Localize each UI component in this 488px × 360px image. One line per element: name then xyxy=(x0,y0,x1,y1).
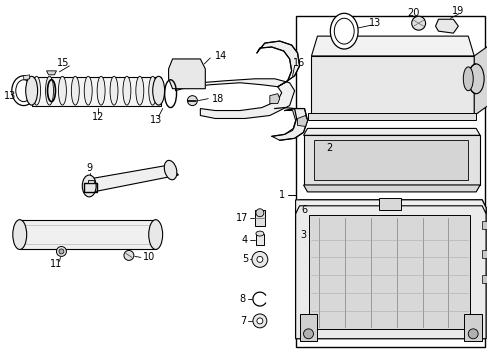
Circle shape xyxy=(252,314,266,328)
Ellipse shape xyxy=(84,76,92,105)
Ellipse shape xyxy=(136,76,143,105)
Ellipse shape xyxy=(33,76,41,105)
Ellipse shape xyxy=(122,76,131,105)
Ellipse shape xyxy=(12,76,36,105)
Circle shape xyxy=(255,209,264,217)
Text: 15: 15 xyxy=(57,58,69,68)
Circle shape xyxy=(468,329,477,339)
Ellipse shape xyxy=(82,175,96,197)
Ellipse shape xyxy=(462,67,472,91)
Polygon shape xyxy=(311,36,473,56)
Text: 4: 4 xyxy=(242,234,247,244)
Ellipse shape xyxy=(468,64,483,94)
Text: 16: 16 xyxy=(293,58,305,68)
Text: 17: 17 xyxy=(235,213,247,223)
Polygon shape xyxy=(297,116,307,126)
Ellipse shape xyxy=(148,76,156,105)
Text: 5: 5 xyxy=(241,255,247,264)
Text: 20: 20 xyxy=(407,8,419,18)
Ellipse shape xyxy=(71,76,79,105)
Polygon shape xyxy=(378,198,400,210)
Polygon shape xyxy=(309,215,469,329)
Text: 1: 1 xyxy=(278,190,284,200)
Text: 3: 3 xyxy=(300,230,306,239)
Polygon shape xyxy=(299,314,317,341)
Polygon shape xyxy=(32,77,161,105)
Polygon shape xyxy=(20,220,155,249)
Text: 10: 10 xyxy=(142,252,155,262)
Polygon shape xyxy=(46,71,56,75)
Polygon shape xyxy=(473,46,487,116)
Polygon shape xyxy=(24,75,30,80)
Polygon shape xyxy=(271,109,307,140)
Circle shape xyxy=(123,251,134,260)
Polygon shape xyxy=(303,129,479,135)
Polygon shape xyxy=(463,314,481,341)
Polygon shape xyxy=(435,19,457,33)
Polygon shape xyxy=(295,200,485,214)
Ellipse shape xyxy=(110,76,118,105)
Ellipse shape xyxy=(330,13,357,49)
Circle shape xyxy=(303,329,313,339)
Circle shape xyxy=(59,249,64,254)
Polygon shape xyxy=(83,165,178,192)
Polygon shape xyxy=(175,79,294,118)
Circle shape xyxy=(411,16,425,30)
Ellipse shape xyxy=(97,76,105,105)
Polygon shape xyxy=(307,113,475,121)
Polygon shape xyxy=(269,94,279,104)
Polygon shape xyxy=(88,180,94,183)
Text: 13: 13 xyxy=(149,116,162,126)
Polygon shape xyxy=(303,135,479,185)
Circle shape xyxy=(256,318,263,324)
Polygon shape xyxy=(314,140,468,180)
Ellipse shape xyxy=(26,76,38,105)
Polygon shape xyxy=(255,234,264,246)
Circle shape xyxy=(256,256,263,262)
Ellipse shape xyxy=(255,231,264,236)
Ellipse shape xyxy=(45,76,53,105)
Circle shape xyxy=(251,251,267,267)
Ellipse shape xyxy=(334,18,353,44)
Text: 13: 13 xyxy=(4,91,16,101)
Text: 9: 9 xyxy=(86,163,92,173)
Text: 19: 19 xyxy=(451,6,464,16)
Polygon shape xyxy=(254,210,264,226)
Text: 6: 6 xyxy=(301,205,307,215)
Circle shape xyxy=(56,247,66,256)
Ellipse shape xyxy=(13,220,27,249)
Ellipse shape xyxy=(152,76,164,105)
Ellipse shape xyxy=(16,80,32,102)
Polygon shape xyxy=(481,275,488,283)
Text: 2: 2 xyxy=(325,143,332,153)
Polygon shape xyxy=(256,41,299,87)
Polygon shape xyxy=(295,16,484,347)
Polygon shape xyxy=(481,221,488,229)
Ellipse shape xyxy=(164,160,177,180)
Text: 13: 13 xyxy=(368,18,381,28)
Text: 8: 8 xyxy=(240,294,245,304)
Ellipse shape xyxy=(148,220,163,249)
Ellipse shape xyxy=(59,76,66,105)
Text: 7: 7 xyxy=(239,316,245,326)
Text: 14: 14 xyxy=(215,51,227,61)
Polygon shape xyxy=(311,56,473,116)
Polygon shape xyxy=(168,59,205,89)
Polygon shape xyxy=(295,200,485,339)
Circle shape xyxy=(187,96,197,105)
Text: 18: 18 xyxy=(212,94,224,104)
Polygon shape xyxy=(481,251,488,258)
Text: 12: 12 xyxy=(92,112,104,122)
Text: 11: 11 xyxy=(50,259,62,269)
Polygon shape xyxy=(303,185,479,192)
